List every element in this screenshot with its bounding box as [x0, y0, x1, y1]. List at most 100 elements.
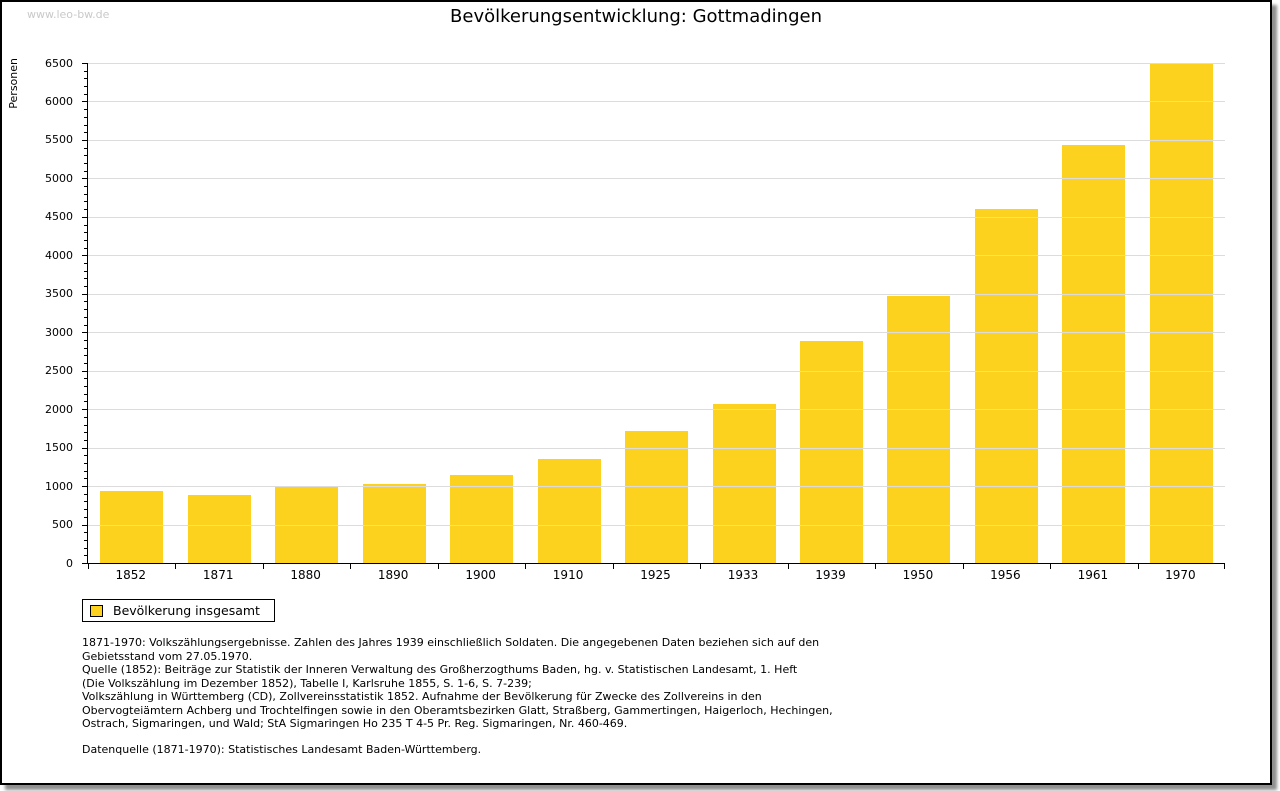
y-minor-tick: [84, 493, 87, 495]
y-minor-tick: [84, 532, 87, 534]
x-tick-label: 1910: [552, 568, 584, 582]
y-minor-tick: [84, 439, 87, 441]
y-minor-tick: [84, 363, 87, 364]
bar: [625, 430, 689, 563]
x-tick-label: 1890: [377, 568, 409, 582]
x-boundary-tick: [175, 564, 177, 569]
y-minor-tick: [84, 170, 87, 172]
y-major-tick: [82, 332, 87, 334]
y-minor-tick: [84, 78, 87, 80]
footnote-line: (Die Volkszählung im Dezember 1852), Tab…: [82, 676, 532, 690]
gridline: [88, 178, 1225, 180]
y-minor-tick: [84, 109, 87, 111]
y-major-tick: [82, 101, 87, 103]
bar-slot: [525, 63, 612, 563]
x-tick-label: 1925: [640, 568, 671, 582]
bar: [712, 403, 776, 563]
x-tick-label: 1970: [1165, 568, 1196, 582]
x-tick-label: 1880: [290, 568, 321, 582]
gridline: [88, 255, 1225, 257]
y-minor-tick: [84, 86, 87, 88]
bar: [1062, 145, 1126, 563]
y-minor-tick: [84, 555, 87, 557]
x-tick-label: 1939: [815, 568, 846, 582]
gridline: [88, 370, 1225, 372]
footnote-line: Ostrach, Sigmaringen, und Wald; StA Sigm…: [82, 717, 628, 730]
gridline: [88, 409, 1225, 411]
x-tick-label: 1933: [727, 568, 759, 582]
x-axis-tick-labels: 1852 1871 1880 1890 1900 1910 1925 1933 1939 1950…: [87, 568, 1224, 582]
y-minor-tick: [84, 193, 87, 195]
x-tick-label: 1871: [202, 568, 234, 582]
legend-label: Bevölkerung insgesamt: [113, 603, 260, 618]
bar-slot: [788, 63, 875, 563]
y-minor-tick: [84, 401, 87, 403]
y-minor-tick: [84, 286, 87, 288]
y-tick-label: 3500: [45, 287, 73, 301]
y-tick-label: 3000: [45, 325, 73, 339]
y-tick-label: 6000: [45, 94, 73, 108]
footnote-line: 1871-1970: Volkszählungsergebnisse. Zahl…: [82, 636, 820, 649]
y-minor-tick: [84, 309, 87, 311]
y-minor-tick: [84, 378, 87, 380]
x-boundary-tick: [962, 564, 964, 569]
x-boundary-tick: [437, 564, 439, 569]
y-minor-tick: [84, 155, 87, 157]
y-major-tick: [82, 486, 87, 488]
y-minor-tick: [84, 463, 87, 464]
y-axis-tick-labels: 0 500 1000 1500 2000 2500 3000 3500 4000 4500 5000…: [2, 57, 80, 570]
gridline: [88, 139, 1225, 141]
gridline: [88, 63, 1225, 64]
y-major-tick: [82, 447, 87, 449]
bar: [974, 209, 1038, 563]
bar-slot: [175, 63, 262, 563]
bar-slot: [1138, 63, 1225, 563]
y-minor-tick: [84, 247, 87, 249]
x-tick-label: 1852: [115, 568, 146, 582]
y-minor-tick: [84, 386, 87, 388]
gridline: [88, 101, 1225, 103]
bar-slot: [263, 63, 350, 563]
watermark: www.leo-bw.de: [27, 8, 110, 21]
y-minor-tick: [84, 501, 87, 503]
x-boundary-tick: [700, 564, 702, 569]
gridline: [88, 216, 1225, 218]
gridline: [88, 447, 1225, 449]
y-major-tick: [82, 563, 87, 564]
x-tick-label: 1950: [902, 568, 934, 582]
y-minor-tick: [84, 324, 87, 326]
x-tick-label: 1900: [465, 568, 496, 582]
footnotes: 1871-1970: Volkszählungsergebnisse. Zahl…: [82, 636, 833, 731]
bar: [887, 296, 951, 563]
y-minor-tick: [84, 393, 87, 395]
gridline: [88, 332, 1225, 334]
y-minor-tick: [84, 116, 87, 118]
datasource-line: Datenquelle (1871-1970): Statistisches L…: [82, 743, 482, 756]
y-minor-tick: [84, 239, 87, 241]
x-boundary-tick: [1137, 564, 1139, 569]
bar-slot: [700, 63, 787, 563]
bar-slot: [613, 63, 700, 563]
x-tick-label: 1961: [1077, 568, 1109, 582]
y-minor-tick: [84, 455, 87, 457]
x-boundary-tick: [612, 564, 614, 569]
y-minor-tick: [84, 147, 87, 149]
y-minor-tick: [84, 509, 87, 511]
y-minor-tick: [84, 539, 87, 541]
footnote-line: Gebietsstand vom 27.05.1970.: [82, 649, 253, 663]
y-tick-label: 4500: [45, 210, 73, 224]
bar: [100, 491, 164, 563]
y-tick-label: 5000: [45, 171, 73, 185]
y-minor-tick: [84, 301, 87, 303]
y-minor-tick: [84, 316, 87, 318]
y-minor-tick: [84, 132, 87, 134]
page-title: Bevölkerungsentwicklung: Gottmadingen: [450, 6, 822, 27]
y-minor-tick: [84, 163, 87, 164]
y-minor-tick: [84, 278, 87, 280]
x-boundary-tick: [350, 564, 352, 569]
y-minor-tick: [84, 201, 87, 203]
y-tick-label: 4000: [45, 248, 73, 262]
y-major-tick: [82, 178, 87, 180]
footnote-line: Quelle (1852): Beiträge zur Statistik de…: [82, 663, 798, 676]
